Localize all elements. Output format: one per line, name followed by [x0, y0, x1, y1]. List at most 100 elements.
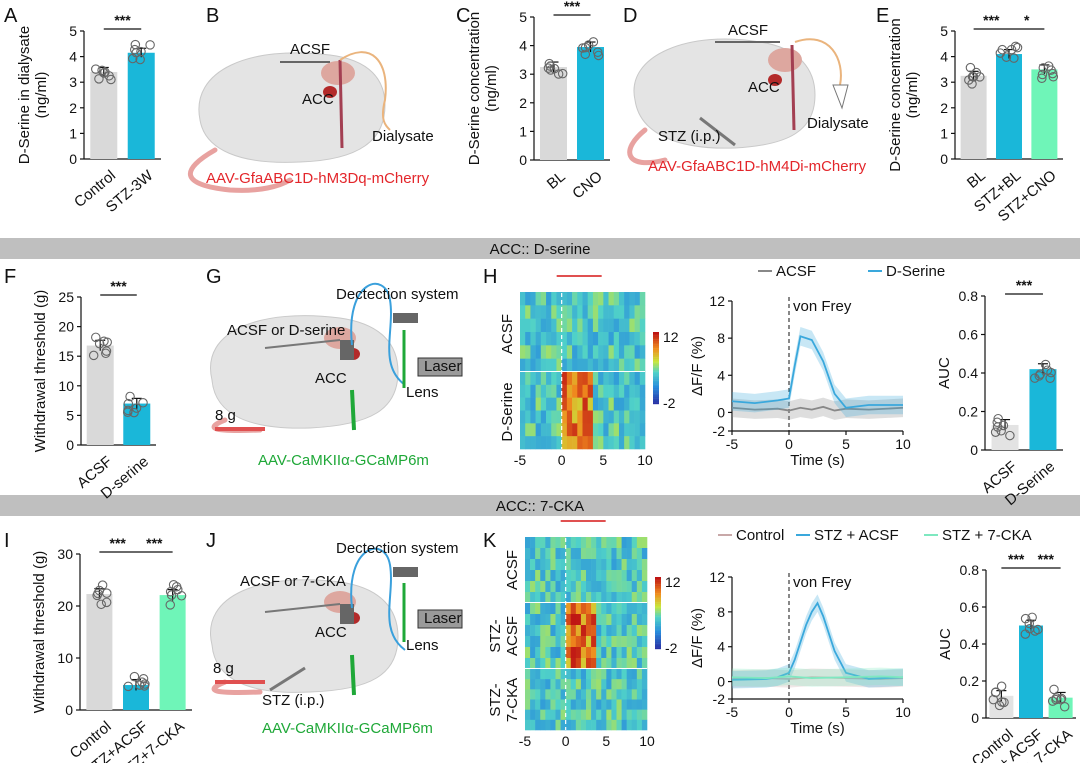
- virus-label-j: AAV-CaMKIIα-GCaMP6m: [262, 720, 433, 737]
- label-acc-d: ACC: [748, 79, 780, 96]
- heatmap-cell: [540, 384, 547, 398]
- colorbar-cell: [655, 598, 661, 601]
- heatmap-cell: [525, 345, 531, 359]
- colorbar-cell: [653, 373, 659, 376]
- data-point: [1048, 72, 1059, 82]
- heatmap-cell: [636, 592, 643, 604]
- bar: [86, 594, 113, 710]
- bar: [540, 67, 567, 160]
- heatmap-cell: [560, 719, 566, 731]
- heatmap-cell: [587, 332, 594, 346]
- heatmap-cell: [561, 410, 568, 424]
- heatmap-cell: [572, 305, 578, 319]
- heatmap-cell: [629, 436, 635, 450]
- heatmap-cell: [546, 358, 552, 373]
- heatmap-cell: [631, 669, 638, 680]
- heatmap-cell: [601, 537, 607, 549]
- heatmap-cell: [598, 332, 604, 346]
- y-tick-label: 10: [57, 650, 73, 666]
- y-axis-label-units: (ng/ml): [904, 72, 921, 119]
- heatmap-cell: [601, 658, 607, 670]
- headcap-g: [340, 340, 354, 360]
- heatmap-cell: [606, 647, 612, 659]
- heatmap-cell: [631, 719, 638, 731]
- heatmap-cell: [626, 647, 633, 659]
- mouse-tail-d: [627, 127, 668, 166]
- data-point: [94, 74, 104, 84]
- colorbar-cell: [653, 333, 659, 336]
- heatmap-cell: [587, 423, 594, 437]
- data-point: [129, 671, 140, 682]
- data-point: [1040, 359, 1051, 370]
- heatmap-cell: [596, 658, 602, 670]
- heatmap-cell: [566, 423, 573, 437]
- heatmap-cell: [641, 570, 648, 582]
- heatmap-cell: [525, 679, 531, 690]
- heatmap-cell: [616, 625, 622, 637]
- heatmap-cell: [591, 679, 597, 690]
- heatmap-cell: [641, 548, 648, 560]
- heatmap-cell: [520, 332, 526, 346]
- heatmap-cell: [621, 647, 627, 659]
- colorbar-cell: [655, 643, 661, 646]
- heatmap-cell: [556, 318, 562, 333]
- heatmap-cell: [540, 699, 546, 710]
- colorbar-cell: [653, 377, 659, 379]
- significance-label: ***: [1016, 277, 1033, 293]
- heatmap-cell: [608, 345, 615, 359]
- heatmap-cell: [608, 318, 615, 333]
- heatmap-cell: [535, 384, 542, 398]
- heatmap-cell: [525, 647, 531, 659]
- colorbar-cell: [653, 380, 659, 383]
- heatmap-cell: [586, 647, 592, 659]
- heatmap-cell: [611, 669, 617, 680]
- heatmap-cell: [592, 358, 599, 373]
- heatmap-cell: [551, 358, 557, 373]
- heatmap-cell: [550, 581, 556, 593]
- heatmap-cell: [540, 410, 547, 424]
- colorbar-cell: [653, 348, 659, 351]
- heatmap-cell: [636, 669, 643, 680]
- heatmap-cell: [634, 436, 641, 450]
- heatmap-cell: [550, 625, 556, 637]
- heatmap-cell: [586, 636, 592, 648]
- heatmap-cell: [565, 636, 572, 648]
- heatmap-cell: [525, 332, 531, 346]
- heatmap-cell: [540, 689, 546, 700]
- data-point: [101, 346, 112, 356]
- data-point: [1001, 52, 1012, 62]
- virus-label-g: AAV-CaMKIIα-GCaMP6m: [258, 452, 429, 469]
- heatmap-cell: [624, 436, 630, 450]
- schematic-d: ACSF ACC Dialysate STZ (i.p.) AAV-GfaABC…: [627, 22, 869, 175]
- heatmap-cell: [540, 292, 547, 306]
- heatmap-cell: [570, 614, 577, 626]
- y-tick-label: 0.2: [960, 673, 980, 689]
- data-point: [1027, 612, 1037, 623]
- heatmap-cell: [613, 372, 620, 386]
- data-point: [557, 68, 568, 79]
- heatmap-cell: [550, 603, 556, 615]
- heatmap-cell: [555, 689, 561, 700]
- heatmap-cell: [530, 679, 536, 690]
- heatmap-cell: [575, 669, 582, 680]
- mouse-ear-b: [321, 61, 355, 85]
- acc-region-b: [323, 86, 337, 98]
- heatmap-cell: [551, 292, 557, 306]
- colorbar-max-label: 12: [665, 574, 681, 590]
- label-laser-g: Laser: [424, 358, 462, 375]
- data-point: [992, 417, 1002, 428]
- colorbar-cell: [653, 366, 659, 369]
- data-point: [96, 599, 106, 610]
- heatmap-cell: [540, 423, 547, 437]
- heatmap-cell: [634, 332, 641, 346]
- heatmap-cell: [561, 332, 568, 346]
- heatmap-cell: [624, 305, 630, 319]
- heatmap-cell: [618, 436, 625, 450]
- data-point: [545, 61, 556, 71]
- heatmap-cell: [555, 679, 561, 690]
- heatmap-cell: [596, 679, 602, 690]
- heatmap-cell: [556, 397, 562, 411]
- data-point: [1020, 629, 1031, 639]
- heatmap-cell: [621, 699, 627, 710]
- heatmap-cell: [530, 719, 536, 731]
